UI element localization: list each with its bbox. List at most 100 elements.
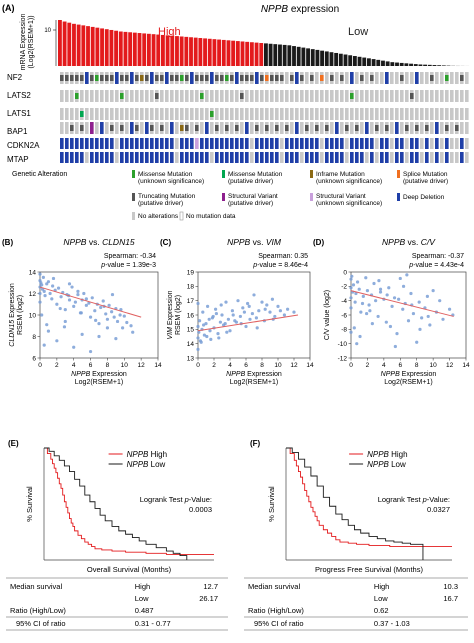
panel-d-point-52 <box>393 344 397 349</box>
onco-cell-2-9 <box>105 108 109 120</box>
onco-cell-3-50 <box>310 122 314 134</box>
gene-label-lats1: LATS1 <box>7 109 31 118</box>
panel-c-ylabel-line1: VIM Expression <box>167 290 174 339</box>
panel-f-ylabel-group: % Survival <box>267 486 276 522</box>
onco-alteration-deep-deletion-5-46 <box>290 152 294 163</box>
alteration-legend: Genetic Alteration Missense Mutation (un… <box>12 170 448 221</box>
panel-b-letter: (B) <box>2 238 13 247</box>
onco-cell-2-69 <box>405 108 409 120</box>
onco-cell-2-74 <box>430 108 434 120</box>
onco-cell-2-80 <box>460 108 464 120</box>
panel-c-xtick-label-2: 2 <box>212 362 216 369</box>
onco-cell-1-31 <box>215 90 219 102</box>
onco-alteration-truncating-0-12 <box>120 75 124 81</box>
onco-alteration-deep-deletion-0-5 <box>85 72 89 84</box>
onco-alteration-deep-deletion-5-80 <box>460 152 464 163</box>
onco-cell-2-37 <box>245 108 249 120</box>
panel-c-point-54 <box>255 326 259 330</box>
panel-d-ytick-label--2: -2 <box>341 284 347 291</box>
expression-bar-low-47 <box>278 44 282 66</box>
onco-cell-2-73 <box>425 108 429 120</box>
onco-alteration-truncating-3-25 <box>185 125 189 131</box>
onco-alteration-deep-deletion-5-67 <box>395 152 399 163</box>
onco-cell-2-19 <box>155 108 159 120</box>
onco-alteration-deep-deletion-4-5 <box>85 138 89 149</box>
onco-cell-1-38 <box>250 90 254 102</box>
panel-c-ylabel-rest: Expression <box>167 290 174 327</box>
panel-e-logrank: Logrank Test p-Value: <box>140 495 212 504</box>
onco-alteration-deep-deletion-4-28 <box>200 138 204 149</box>
onco-cell-5-79 <box>455 152 459 163</box>
onco-cell-2-56 <box>340 108 344 120</box>
onco-cell-2-78 <box>450 108 454 120</box>
onco-cell-3-23 <box>175 122 179 134</box>
panel-d-point-14 <box>364 276 368 280</box>
onco-alteration-deep-deletion-4-50 <box>310 138 314 149</box>
panel-e-logrank-p: p <box>184 495 189 504</box>
expression-bar-low-53 <box>306 48 310 66</box>
panel-f-table-high-value: 10.3 <box>443 582 458 591</box>
panel-b-point-32 <box>87 301 91 305</box>
onco-cell-2-77 <box>445 108 449 120</box>
panel-b-xtick-label-0: 0 <box>38 362 42 369</box>
panel-d-title-gene: NPPB <box>382 237 405 247</box>
expression-bar-low-45 <box>268 43 273 66</box>
onco-alteration-deep-deletion-5-9 <box>105 152 109 163</box>
panel-b-title-mid: vs. <box>86 237 102 247</box>
onco-alteration-deep-deletion-3-61 <box>365 122 369 134</box>
panel-c-ytick-label-14: 14 <box>187 341 195 348</box>
panel-d-point-32 <box>409 291 413 296</box>
onco-cell-1-78 <box>450 90 454 102</box>
onco-cell-1-39 <box>255 90 259 102</box>
onco-cell-0-79 <box>455 72 459 84</box>
expression-bar-low-62 <box>348 55 353 66</box>
onco-alteration-deep-deletion-4-17 <box>145 138 149 149</box>
onco-alteration-deep-deletion-5-34 <box>230 152 234 163</box>
panel-c-xtick-label-4: 4 <box>228 362 232 369</box>
panel-e-table-median-label: Median survival <box>10 582 62 591</box>
panel-f-table-high-label: High <box>374 582 389 591</box>
panel-d-xlabel-gene: NPPB <box>381 371 400 378</box>
onco-alteration-missense-unknown-2-30 <box>210 111 214 117</box>
onco-cell-1-13 <box>125 90 129 102</box>
onco-cell-3-30 <box>210 122 214 134</box>
panel-e-legend-high-gene: NPPB <box>127 450 149 459</box>
onco-alteration-deep-deletion-5-20 <box>160 152 164 163</box>
onco-alteration-truncating-1-70 <box>410 93 414 99</box>
onco-alteration-truncating-3-53 <box>325 125 329 131</box>
legend-swatch-no-alterations <box>132 212 135 220</box>
legend-sv-unknown-2: (unknown significance) <box>316 200 382 207</box>
onco-cell-3-34 <box>230 122 234 134</box>
panel-c-point-60 <box>234 320 238 324</box>
legend-truncating-2: (putative driver) <box>138 200 183 207</box>
onco-alteration-deep-deletion-4-39 <box>255 138 259 149</box>
onco-alteration-truncating-3-12 <box>120 125 124 131</box>
panel-d-point-57 <box>360 301 365 306</box>
onco-cell-1-55 <box>335 90 339 102</box>
onco-cell-1-20 <box>160 90 164 102</box>
onco-cell-5-72 <box>420 152 424 163</box>
panel-d-ytick-label-0: 0 <box>343 269 347 276</box>
panel-b-point-76 <box>79 311 83 315</box>
panel-b-point-23 <box>67 298 72 302</box>
panel-b-point-46 <box>115 319 120 324</box>
panel-c-title-target: VIM <box>266 237 282 247</box>
panel-c-point-46 <box>199 340 203 344</box>
onco-cell-0-51 <box>315 72 319 84</box>
onco-cell-3-32 <box>220 122 224 134</box>
onco-alteration-deep-deletion-4-60 <box>360 138 364 149</box>
onco-cell-2-3 <box>75 108 79 120</box>
panel-f-table-low-value: 16.7 <box>443 594 458 603</box>
panel-d-point-31 <box>406 319 411 323</box>
panel-f-table-low-label: Low <box>374 594 388 603</box>
panel-f-legend-high: NPPB High <box>367 450 407 459</box>
panel-e-table-high-value: 12.7 <box>203 582 218 591</box>
legend-sv-unknown-1: Structural Variant <box>316 193 366 200</box>
panel-d-point-44 <box>447 307 452 311</box>
onco-cell-3-60 <box>360 122 364 134</box>
onco-alteration-deep-deletion-4-49 <box>305 138 309 149</box>
onco-alteration-truncating-0-20 <box>160 75 164 81</box>
panel-d-point-15 <box>365 289 370 293</box>
